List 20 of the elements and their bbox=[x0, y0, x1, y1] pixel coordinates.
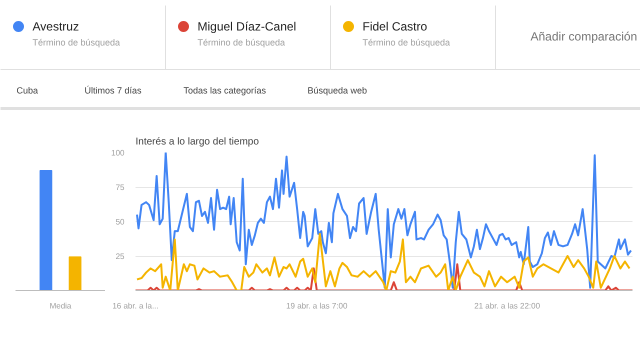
chart-title: Interés a lo largo del tiempo bbox=[136, 136, 260, 148]
x-tick-label: Media bbox=[50, 302, 72, 310]
x-tick-label: 21 abr. a las 22:00 bbox=[474, 302, 541, 310]
legend-label: Avestruz bbox=[32, 20, 79, 34]
text: Cuba bbox=[16, 86, 38, 96]
text: Todas las categorías bbox=[184, 86, 267, 96]
text: Término de búsqueda bbox=[198, 38, 286, 48]
x-tick-label: 16 abr. a la... bbox=[112, 302, 159, 310]
legend-label: Miguel Díaz-Canel bbox=[198, 20, 296, 34]
text: Últimos 7 días bbox=[84, 86, 142, 96]
text: Búsqueda web bbox=[308, 86, 368, 96]
text: Término de búsqueda bbox=[362, 38, 450, 48]
y-tick-label: 75 bbox=[116, 183, 126, 192]
y-tick-label: 50 bbox=[116, 218, 126, 226]
text: Término de búsqueda bbox=[32, 38, 120, 48]
text: Añadir comparación bbox=[530, 30, 638, 44]
legend-label: Fidel Castro bbox=[362, 20, 428, 34]
x-tick-label: 19 abr. a las 7:00 bbox=[286, 302, 348, 310]
y-tick-label: 25 bbox=[116, 252, 126, 261]
y-tick-label: 100 bbox=[111, 148, 126, 158]
